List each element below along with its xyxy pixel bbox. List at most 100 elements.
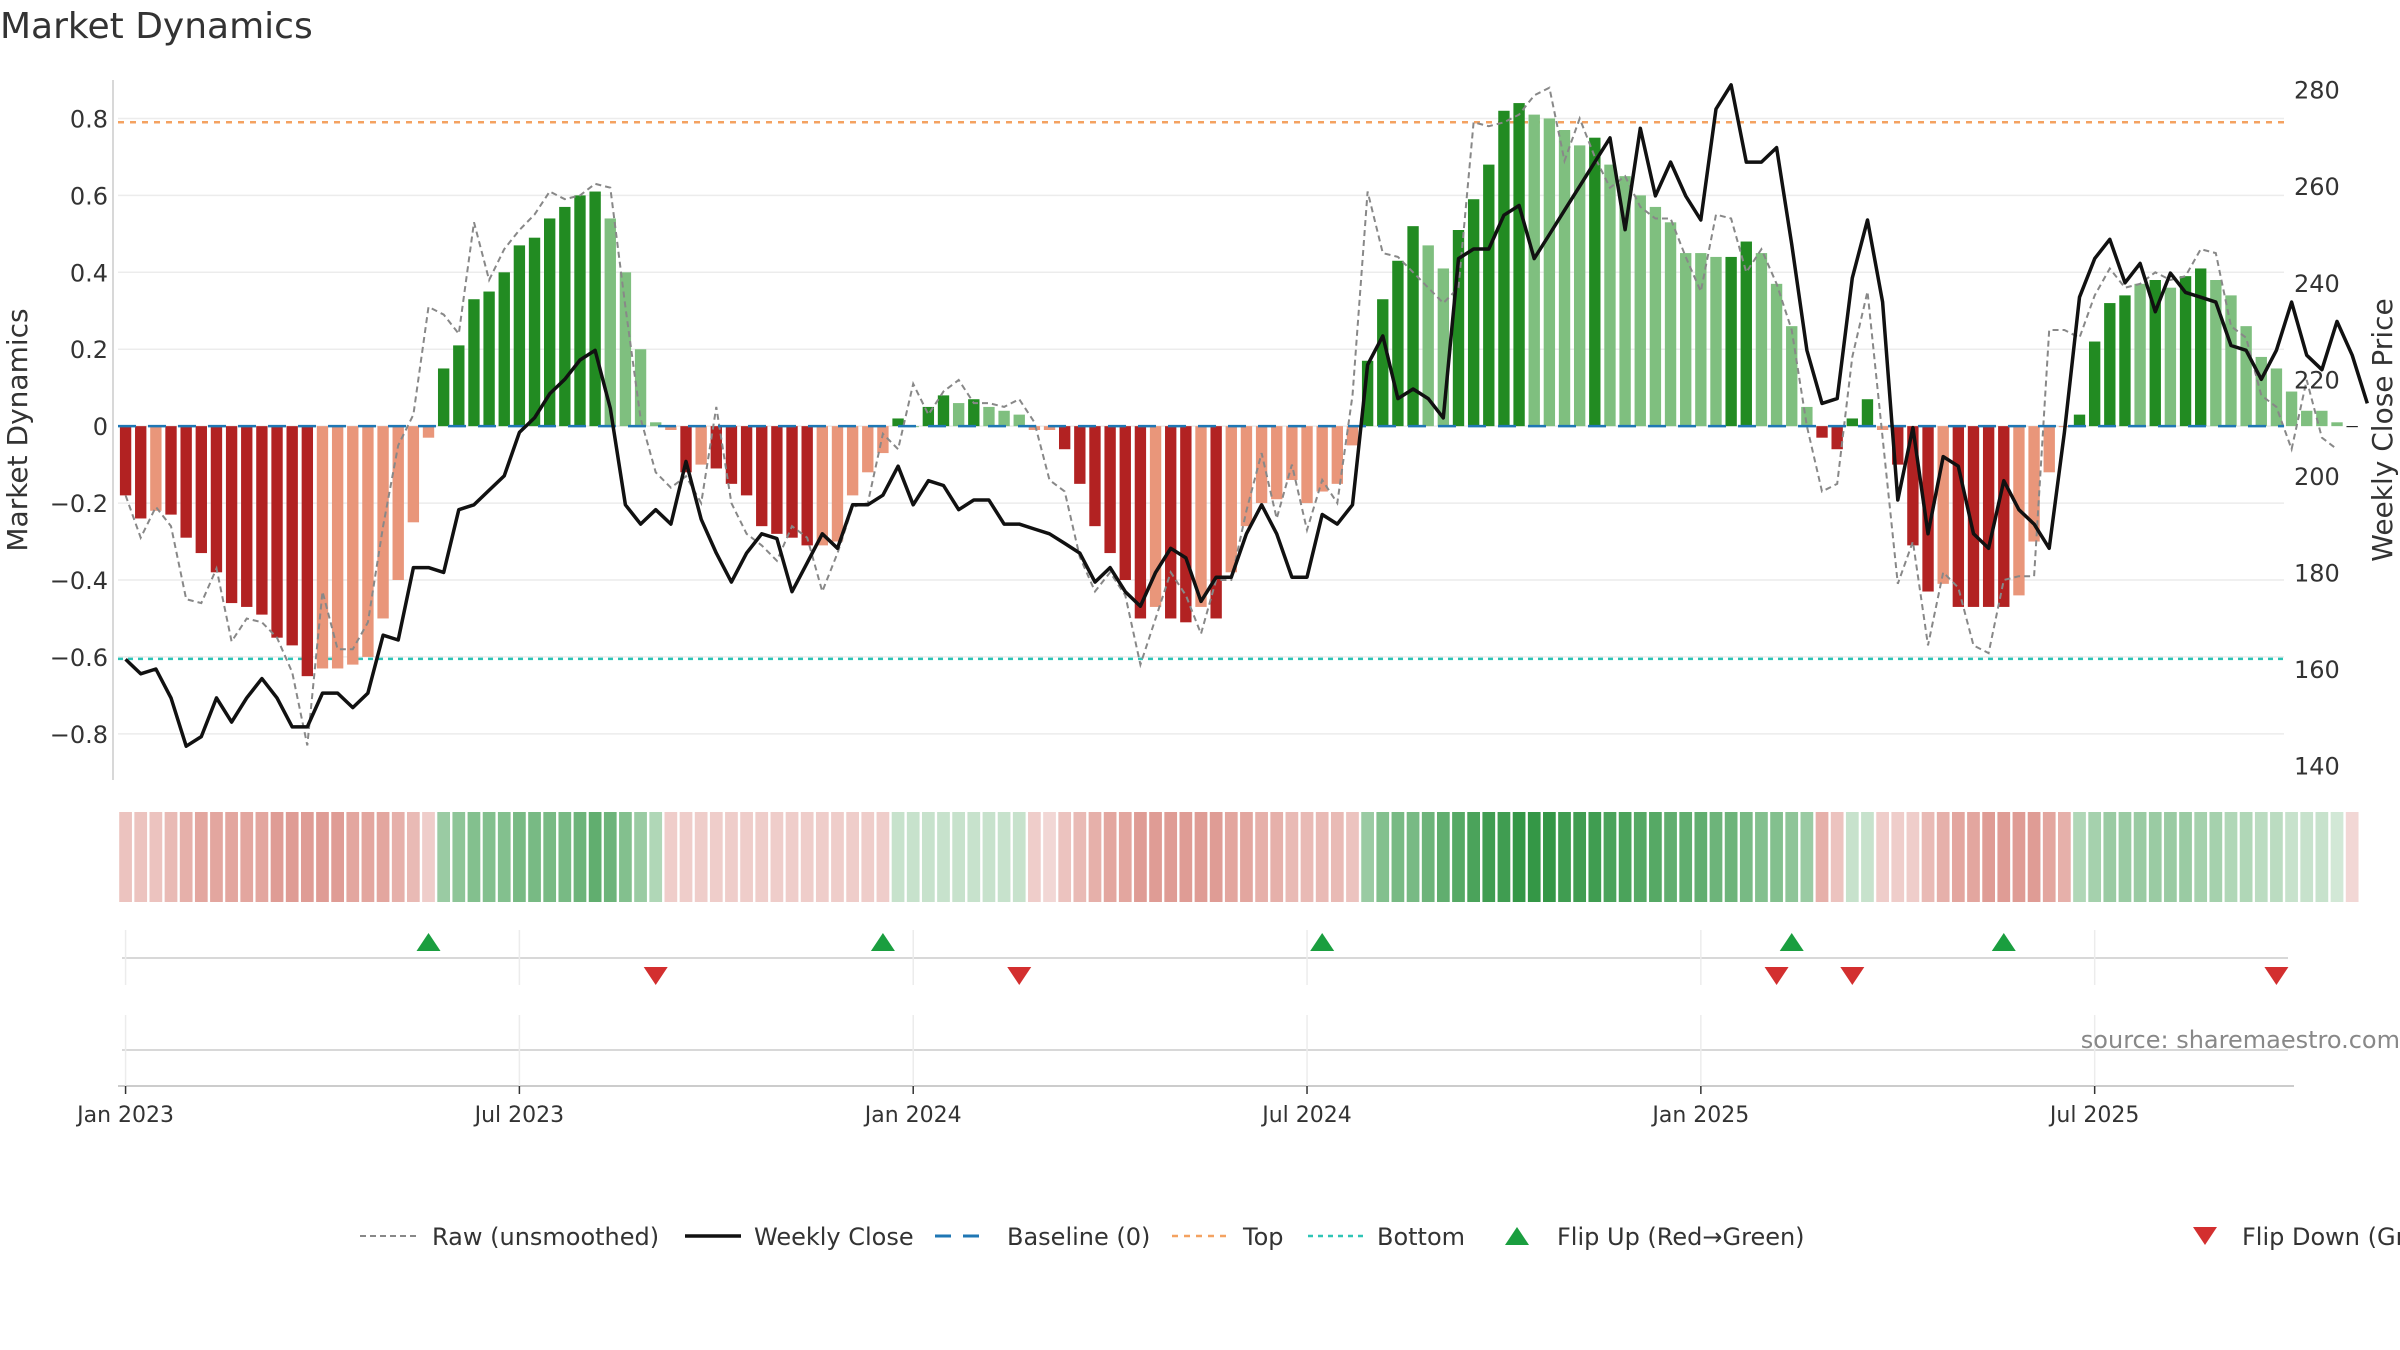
dynamics-bar: [1058, 426, 1071, 450]
flip-up-marker: [1991, 933, 2016, 951]
dynamics-bar: [256, 426, 268, 615]
heat-cell: [725, 812, 738, 902]
dynamics-bar: [1028, 426, 1041, 430]
heat-cell: [1270, 812, 1284, 902]
dynamics-bar: [604, 218, 616, 427]
flip-up-marker: [1310, 933, 1335, 951]
dynamics-bar: [1892, 426, 1904, 465]
legend-label: Top: [1242, 1223, 1284, 1251]
heat-cell: [513, 812, 526, 902]
heat-cell: [1028, 812, 1041, 902]
heat-cell: [452, 812, 466, 902]
heat-cell: [1906, 812, 1920, 902]
flip-up-marker: [416, 933, 441, 951]
heat-cell: [2073, 812, 2086, 902]
dynamics-bar: [559, 206, 571, 427]
x-tick-label: Jan 2023: [75, 1103, 174, 1128]
heat-cell: [634, 812, 647, 902]
left-tick-label: −0.4: [50, 567, 108, 595]
dynamics-bar: [422, 426, 435, 438]
heat-cell: [2103, 812, 2117, 902]
heat-cell: [240, 812, 254, 902]
heat-cell: [558, 812, 572, 902]
x-tick-label: Jan 2024: [863, 1103, 962, 1128]
heat-cell: [2027, 812, 2041, 902]
chart-title: Market Dynamics: [0, 6, 313, 47]
x-tick-label: Jul 2023: [473, 1103, 565, 1128]
heat-cell: [2194, 812, 2208, 902]
dynamics-bar: [1831, 426, 1843, 450]
dynamics-bar: [2240, 326, 2252, 427]
heat-cell: [376, 812, 390, 902]
dynamics-bar: [1271, 426, 1283, 500]
heat-cell: [391, 812, 405, 902]
right-tick-label: 180: [2294, 559, 2340, 587]
heat-cell: [1224, 812, 1238, 902]
heat-cell: [603, 812, 617, 902]
dynamics-bar: [1937, 426, 1949, 584]
heat-cell: [194, 812, 208, 902]
dynamics-bar: [301, 426, 314, 677]
heat-cell: [1164, 812, 1178, 902]
heat-cell: [1588, 812, 1602, 902]
heat-cell: [2148, 812, 2162, 902]
dynamics-bar: [498, 272, 510, 427]
left-tick-label: −0.2: [50, 490, 108, 518]
dynamics-bar: [347, 426, 359, 665]
heat-cell: [2133, 812, 2147, 902]
flip-up-marker: [1779, 933, 1804, 951]
heat-cell: [800, 812, 814, 902]
heat-cell: [1694, 812, 1708, 902]
flip-down-marker: [1764, 967, 1789, 985]
dynamics-bar: [1437, 268, 1450, 427]
dynamics-bar: [1801, 406, 1813, 427]
heat-cell: [1664, 812, 1677, 902]
heat-cell: [967, 812, 981, 902]
dynamics-bar: [271, 426, 283, 638]
heat-cell: [255, 812, 269, 902]
dynamics-bar: [1998, 426, 2010, 607]
heat-cell: [2012, 812, 2026, 902]
heat-cell: [270, 812, 284, 902]
legend-label: Flip Down (Green→Red): [2242, 1223, 2400, 1251]
dynamics-bar: [1816, 426, 1828, 438]
heat-cell: [437, 812, 451, 902]
heat-cell: [1815, 812, 1829, 902]
heat-cell: [1118, 812, 1132, 902]
heat-cell: [210, 812, 223, 902]
dynamics-bar: [1043, 426, 1056, 430]
heat-cell: [2088, 812, 2102, 902]
dynamics-bar: [846, 426, 859, 496]
dynamics-bar: [680, 426, 692, 473]
heat-cell: [1361, 812, 1374, 902]
dynamics-bar: [1180, 426, 1192, 623]
dynamics-bar: [407, 426, 420, 523]
dynamics-bar: [362, 426, 374, 657]
left-tick-label: 0.8: [70, 105, 108, 133]
dynamics-bar: [1407, 226, 1419, 427]
heat-cell: [1891, 812, 1905, 902]
heat-cell: [573, 812, 587, 902]
heat-cell: [1452, 812, 1465, 902]
heat-cell: [2164, 812, 2177, 902]
dynamics-bar: [1573, 145, 1586, 427]
heat-cell: [1921, 812, 1935, 902]
flip-signal-panel: [122, 930, 2289, 985]
heat-cell: [346, 812, 360, 902]
dynamics-bars: [119, 103, 2358, 677]
dynamics-bar: [2119, 295, 2131, 427]
heat-cell: [2118, 812, 2132, 902]
dynamics-bar: [1528, 114, 1540, 427]
dynamics-bar: [740, 426, 753, 496]
heat-cell: [785, 812, 799, 902]
dynamics-bar: [2104, 303, 2116, 427]
dynamics-bar: [1664, 222, 1677, 427]
legend-label: Weekly Close: [754, 1223, 914, 1251]
dynamics-bar: [619, 272, 632, 427]
dynamics-bar: [1786, 326, 1798, 427]
dynamics-bar: [1346, 426, 1359, 446]
dynamics-bar: [1755, 253, 1768, 427]
dynamics-bar: [1922, 426, 1934, 592]
heat-cell: [664, 812, 678, 902]
dynamics-bar: [725, 426, 738, 484]
